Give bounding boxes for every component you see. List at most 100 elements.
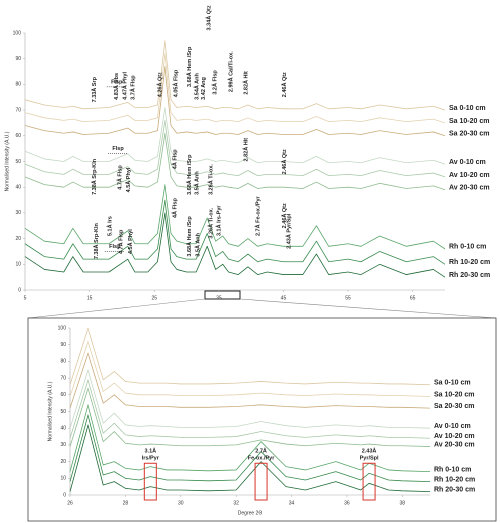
y-tick-label: 90 — [15, 56, 21, 62]
y-tick-label: 10 — [15, 262, 21, 268]
series-label: Rh 20-30 cm — [449, 272, 490, 279]
series-label: Rh 10-20 cm — [434, 476, 475, 483]
series-label: Rh 10-20 cm — [449, 259, 490, 266]
series-line — [69, 327, 431, 386]
series-label: Av 10-20 cm — [434, 433, 475, 440]
series-label: Sa 0-10 cm — [449, 105, 486, 112]
x-tick-label: 55 — [345, 295, 351, 301]
y-tick-label: 20 — [15, 236, 21, 242]
series-line — [69, 424, 431, 493]
y-tick-label: 100 — [13, 30, 22, 36]
zoom-line — [239, 298, 497, 319]
highlight-label: Irs/Pyr — [142, 456, 160, 462]
series-label: Av 20-30 cm — [449, 185, 490, 192]
series-label: Av 0-10 cm — [434, 423, 471, 430]
zoom-box — [204, 290, 241, 300]
y-tick-label: 60 — [15, 133, 21, 139]
x-tick-label: 26 — [67, 500, 73, 506]
peak-label: 4.26Å Qtz — [156, 72, 163, 97]
series-line — [24, 40, 446, 111]
peak-label: 3.34Å Qtz — [206, 5, 213, 30]
y-tick-label: 60 — [60, 392, 66, 398]
series-line — [24, 184, 446, 250]
highlight-label: 2.43Å — [362, 448, 377, 455]
y-axis-label: Normalised Intensity (A.U.) — [47, 381, 53, 441]
peak-label: 4.7Å Flsp — [116, 165, 123, 190]
y-tick-label: 90 — [60, 342, 66, 348]
y-tick-label: 70 — [15, 107, 21, 113]
peak-label: 3.2Å Flsp — [211, 70, 218, 95]
series-label: Sa 0-10 cm — [434, 380, 471, 387]
peak-label: 3.54Å Anh — [193, 72, 200, 99]
series-line — [24, 119, 446, 178]
peak-label: Flsp — [109, 244, 121, 250]
peak-label: 4.5Å Phyl — [127, 229, 134, 254]
x-tick-label: 34 — [289, 500, 295, 506]
highlight-label: 3.1Å — [144, 448, 156, 455]
peak-label: 3.26Å Ti-ox. — [208, 207, 215, 238]
series-label: Rh 20-30 cm — [434, 487, 475, 494]
y-tick-label: 100 — [58, 325, 67, 331]
y-tick-label: 50 — [60, 409, 66, 415]
peak-label: 2.99Å Cal/Ti-ox. — [228, 51, 235, 92]
peak-label: 3.68Å Hem /Srp — [186, 216, 193, 257]
x-tick-label: 30 — [178, 500, 184, 506]
y-tick-label: 0 — [63, 492, 66, 498]
peak-label: 3.5Å Anh — [193, 171, 200, 195]
series-line — [24, 199, 446, 265]
peak-label: 3.68Å Hem /Srp — [186, 46, 193, 87]
y-tick-label: 80 — [60, 359, 66, 365]
x-tick-label: 5 — [24, 295, 27, 301]
y-tick-label: 0 — [18, 287, 21, 293]
series-line — [69, 404, 431, 473]
peak-label: 3.68Å Hem /Srp — [186, 154, 193, 195]
y-tick-label: 20 — [60, 459, 66, 465]
series-label: Sa 10-20 cm — [434, 391, 474, 398]
highlight-box — [362, 462, 376, 501]
series-line — [69, 369, 431, 429]
y-tick-label: 40 — [60, 426, 66, 432]
series-line — [69, 379, 431, 439]
x-tick-label: 25 — [151, 295, 157, 301]
peak-label: 7.38Å Srp-Kln — [93, 222, 100, 259]
x-axis-label: Degree 2Θ — [238, 510, 263, 516]
peak-label: 4Å Flsp — [171, 149, 178, 170]
highlight-label: Pyr/Spl — [360, 456, 379, 462]
peak-label: 4Å Flsp — [171, 198, 178, 219]
series-label: Sa 20-30 cm — [449, 131, 489, 138]
peak-label: 4.7Å Flsp — [118, 229, 125, 254]
y-tick-label: 30 — [15, 210, 21, 216]
series-line — [69, 414, 431, 483]
series-line — [24, 212, 446, 278]
peak-label: 7.38Å Srp-Kln — [91, 158, 98, 195]
peak-label: 3.1Å Irs-Pyr — [215, 205, 222, 236]
highlight-box — [254, 462, 268, 501]
highlight-label: 2.7Å — [255, 448, 267, 455]
x-tick-label: 45 — [281, 295, 287, 301]
series-label: Av 10-20 cm — [449, 172, 490, 179]
peak-label: 2.82Å Hlt — [242, 71, 249, 95]
series-label: Rh 0-10 cm — [434, 466, 471, 473]
y-tick-label: 70 — [60, 375, 66, 381]
series-line — [24, 53, 446, 124]
series-label: Rh 0-10 cm — [449, 244, 486, 251]
highlight-label: Fe-ox./Pyr — [248, 456, 275, 462]
peak-label: 2.43Å Pyr/Spl — [286, 213, 293, 249]
y-tick-label: 50 — [15, 159, 21, 165]
peak-label: 2.46Å Qtz — [281, 149, 288, 174]
peak-label: 3.7Å Flsp — [129, 75, 136, 100]
x-tick-label: 38 — [400, 500, 406, 506]
peak-label: 3.42 Ang — [201, 77, 207, 100]
peak-label: Flsp — [111, 79, 123, 85]
y-tick-label: 80 — [15, 82, 21, 88]
x-tick-label: 32 — [233, 500, 239, 506]
series-line — [24, 132, 446, 191]
peak-label: Flsp — [112, 146, 124, 152]
series-label: Sa 10-20 cm — [449, 118, 489, 125]
peak-label: 4.5Å Phyl — [125, 167, 132, 192]
series-label: Sa 20-30 cm — [434, 403, 474, 410]
peak-label: 2.7Å Fe-ox./Pyr — [255, 195, 262, 236]
series-line — [69, 352, 431, 409]
x-tick-label: 36 — [344, 500, 350, 506]
